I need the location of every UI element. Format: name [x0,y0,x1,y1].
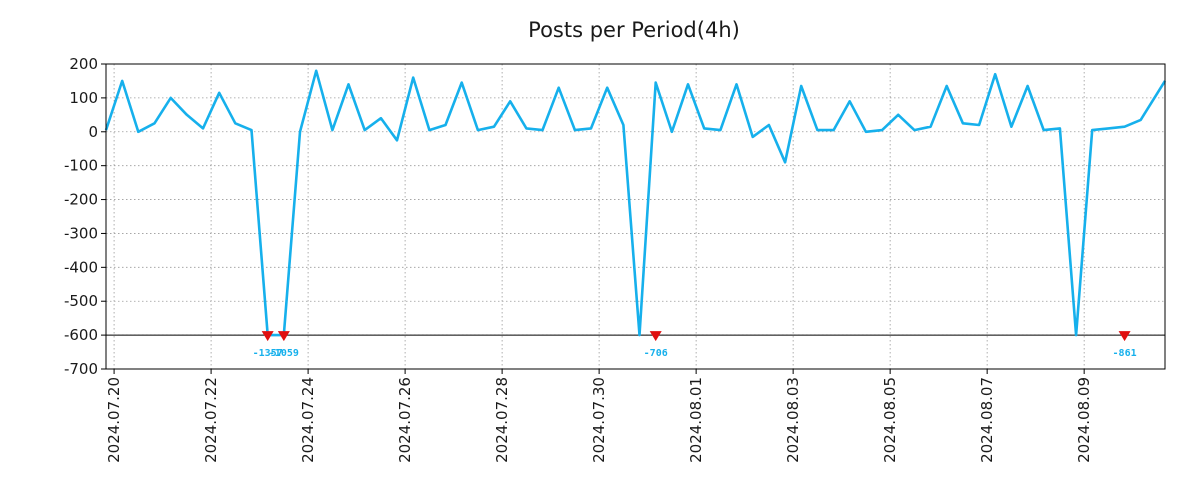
x-tick-label: 2024.07.26 [396,377,414,463]
y-tick-label: 200 [69,55,98,73]
x-tick-label: 2024.07.22 [202,377,220,463]
x-tick-label: 2024.07.20 [105,377,123,463]
x-axis-ticks: 2024.07.20 2024.07.22 2024.07.24 2024.07.26… [105,369,1093,463]
clip-marker [649,331,662,342]
x-tick-label: 2024.08.09 [1075,377,1093,463]
x-tick-label: 2024.08.05 [881,377,899,463]
clip-value-label: -1357 [253,348,283,359]
y-tick-label: -500 [64,292,98,310]
clip-markers: -1357-1059 -706 -861 [253,331,1137,359]
x-tick-label: 2024.07.30 [590,377,608,463]
series-line [104,69,1167,337]
plot-frame [105,63,1166,370]
x-tick-label: 2024.07.28 [493,377,511,463]
y-axis-ticks: 200 100 0 -100 -200 -300 -400 -500 -600 -700 [64,55,106,378]
chart-title: Posts per Period(4h) [528,18,740,42]
y-tick-label: -100 [64,157,98,175]
clip-value-label: -1059 [269,348,299,359]
y-tick-label: 100 [69,89,98,107]
x-tick-label: 2024.08.03 [784,377,802,463]
y-tick-label: 0 [88,123,98,141]
clip-marker [1118,331,1131,342]
clip-marker [277,331,290,342]
clip-marker [261,331,274,342]
y-tick-label: -600 [64,326,98,344]
clip-value-label: -706 [644,348,668,359]
series-line-group [104,69,1167,337]
x-tick-label: 2024.07.24 [299,377,317,463]
y-tick-label: -700 [64,360,98,378]
y-tick-label: -400 [64,258,98,276]
y-tick-label: -300 [64,224,98,242]
x-tick-label: 2024.08.07 [978,377,996,463]
clip-value-label: -861 [1113,348,1137,359]
x-tick-label: 2024.08.01 [687,377,705,463]
y-tick-label: -200 [64,191,98,209]
